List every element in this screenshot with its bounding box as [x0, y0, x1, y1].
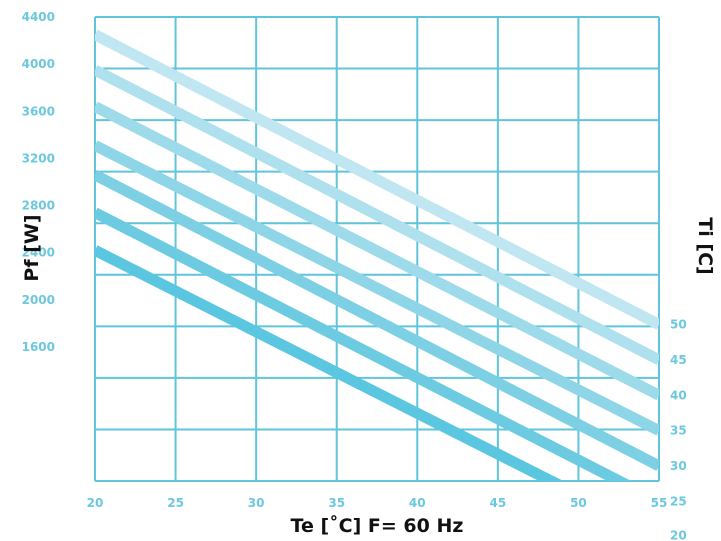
x-axis-title: Te [˚C] F= 60 Hz: [291, 514, 464, 537]
x-tick-label: 45: [490, 496, 507, 510]
y2-axis-title: Ti [C]: [694, 217, 716, 274]
series-line-30: [95, 170, 659, 471]
series-label-40: 40: [670, 388, 687, 402]
y-tick-label: 4000: [22, 57, 55, 71]
y-axis-title: Pf [W]: [21, 214, 43, 281]
y-tick-label: 3600: [22, 104, 55, 118]
series-line-20: [95, 245, 564, 481]
series-label-20: 20: [670, 529, 687, 541]
x-tick-label: 30: [248, 496, 265, 510]
series-label-35: 35: [670, 424, 687, 438]
x-tick-label: 35: [328, 496, 345, 510]
series-label-45: 45: [670, 353, 687, 367]
y-tick-label: 2400: [22, 246, 55, 260]
y-tick-label: 3200: [22, 151, 55, 165]
y-tick-label: 4400: [22, 10, 55, 24]
series-label-30: 30: [670, 459, 687, 473]
y-tick-label: 2000: [22, 293, 55, 307]
series-line-50: [95, 29, 659, 330]
series-line-35: [95, 140, 659, 436]
series-line-40: [95, 101, 659, 401]
x-tick-label: 55: [651, 496, 668, 510]
x-tick-label: 25: [167, 496, 184, 510]
series-group: [95, 29, 659, 481]
series-label-25: 25: [670, 494, 687, 508]
y-tick-label: 2800: [22, 199, 55, 213]
x-tick-label: 50: [570, 496, 587, 510]
series-label-50: 50: [670, 318, 687, 332]
x-tick-label: 40: [409, 496, 426, 510]
series-line-25: [95, 207, 632, 481]
y-tick-label: 1600: [22, 340, 55, 354]
series-line-45: [95, 65, 659, 365]
vertical-gridlines: [94, 17, 660, 481]
x-tick-label: 20: [87, 496, 104, 510]
